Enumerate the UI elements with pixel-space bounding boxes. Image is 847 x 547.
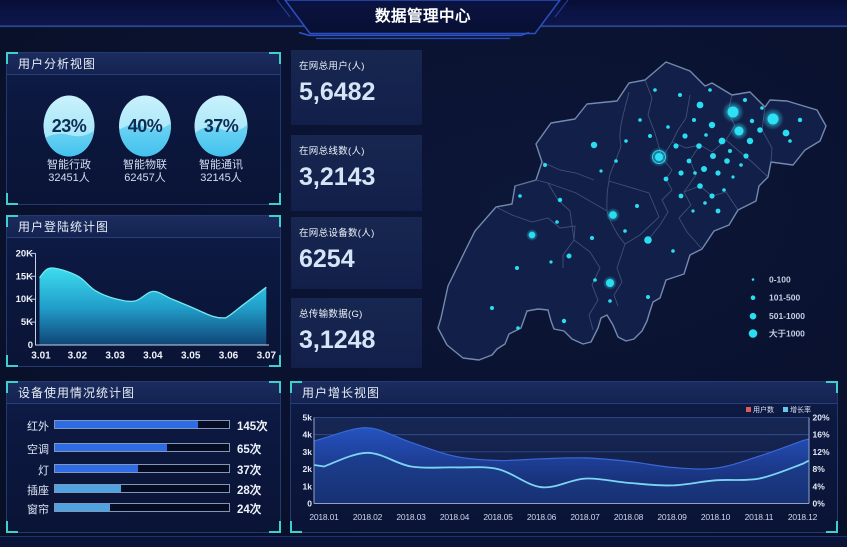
svg-text:智能行政: 智能行政 (47, 157, 91, 171)
svg-text:10K: 10K (16, 294, 34, 305)
svg-text:0%: 0% (813, 499, 826, 509)
svg-text:3.03: 3.03 (105, 351, 125, 362)
svg-text:用户数: 用户数 (753, 405, 774, 414)
svg-text:3.01: 3.01 (31, 351, 51, 362)
svg-text:40%: 40% (128, 116, 163, 136)
svg-text:3k: 3k (303, 447, 313, 457)
svg-text:2018.05: 2018.05 (483, 512, 513, 522)
svg-text:4%: 4% (813, 481, 826, 491)
svg-text:大于1000: 大于1000 (769, 329, 805, 339)
svg-text:3.07: 3.07 (257, 351, 277, 362)
svg-text:增长率: 增长率 (790, 405, 811, 414)
svg-text:2018.09: 2018.09 (657, 512, 687, 522)
svg-text:2k: 2k (303, 464, 313, 474)
svg-text:0: 0 (307, 499, 312, 509)
svg-text:2018.08: 2018.08 (614, 512, 644, 522)
svg-text:15K: 15K (16, 271, 34, 282)
svg-text:2018.06: 2018.06 (527, 512, 557, 522)
svg-text:32451人: 32451人 (48, 171, 90, 184)
svg-text:0-100: 0-100 (769, 275, 791, 285)
svg-text:2018.12: 2018.12 (788, 512, 818, 522)
svg-text:37%: 37% (204, 116, 239, 136)
svg-text:智能通讯: 智能通讯 (199, 157, 243, 171)
svg-text:12%: 12% (813, 447, 830, 457)
svg-text:16%: 16% (813, 430, 830, 440)
svg-text:101-500: 101-500 (769, 293, 800, 303)
svg-text:5k: 5k (303, 413, 313, 423)
svg-text:3.02: 3.02 (68, 351, 88, 362)
svg-text:23%: 23% (52, 116, 87, 136)
svg-text:2018.03: 2018.03 (396, 512, 426, 522)
svg-text:3.04: 3.04 (143, 351, 163, 362)
svg-text:2018.02: 2018.02 (353, 512, 383, 522)
svg-text:5K: 5K (21, 317, 33, 328)
svg-text:1k: 1k (303, 481, 313, 491)
svg-text:501-1000: 501-1000 (769, 311, 805, 321)
svg-text:智能物联: 智能物联 (123, 157, 167, 171)
svg-text:20%: 20% (813, 413, 830, 423)
svg-text:2018.10: 2018.10 (701, 512, 731, 522)
svg-text:2018.04: 2018.04 (440, 512, 470, 522)
svg-text:32145人: 32145人 (200, 171, 242, 184)
svg-text:数据管理中心: 数据管理中心 (375, 6, 471, 25)
svg-text:2018.01: 2018.01 (309, 512, 339, 522)
svg-text:62457人: 62457人 (124, 171, 166, 184)
svg-text:4k: 4k (303, 430, 313, 440)
svg-text:3.06: 3.06 (219, 351, 239, 362)
svg-text:2018.11: 2018.11 (745, 512, 774, 522)
svg-text:2018.07: 2018.07 (570, 512, 600, 522)
svg-text:20K: 20K (16, 248, 34, 259)
svg-text:8%: 8% (813, 464, 826, 474)
svg-text:0: 0 (28, 340, 33, 351)
svg-text:3.05: 3.05 (181, 351, 201, 362)
